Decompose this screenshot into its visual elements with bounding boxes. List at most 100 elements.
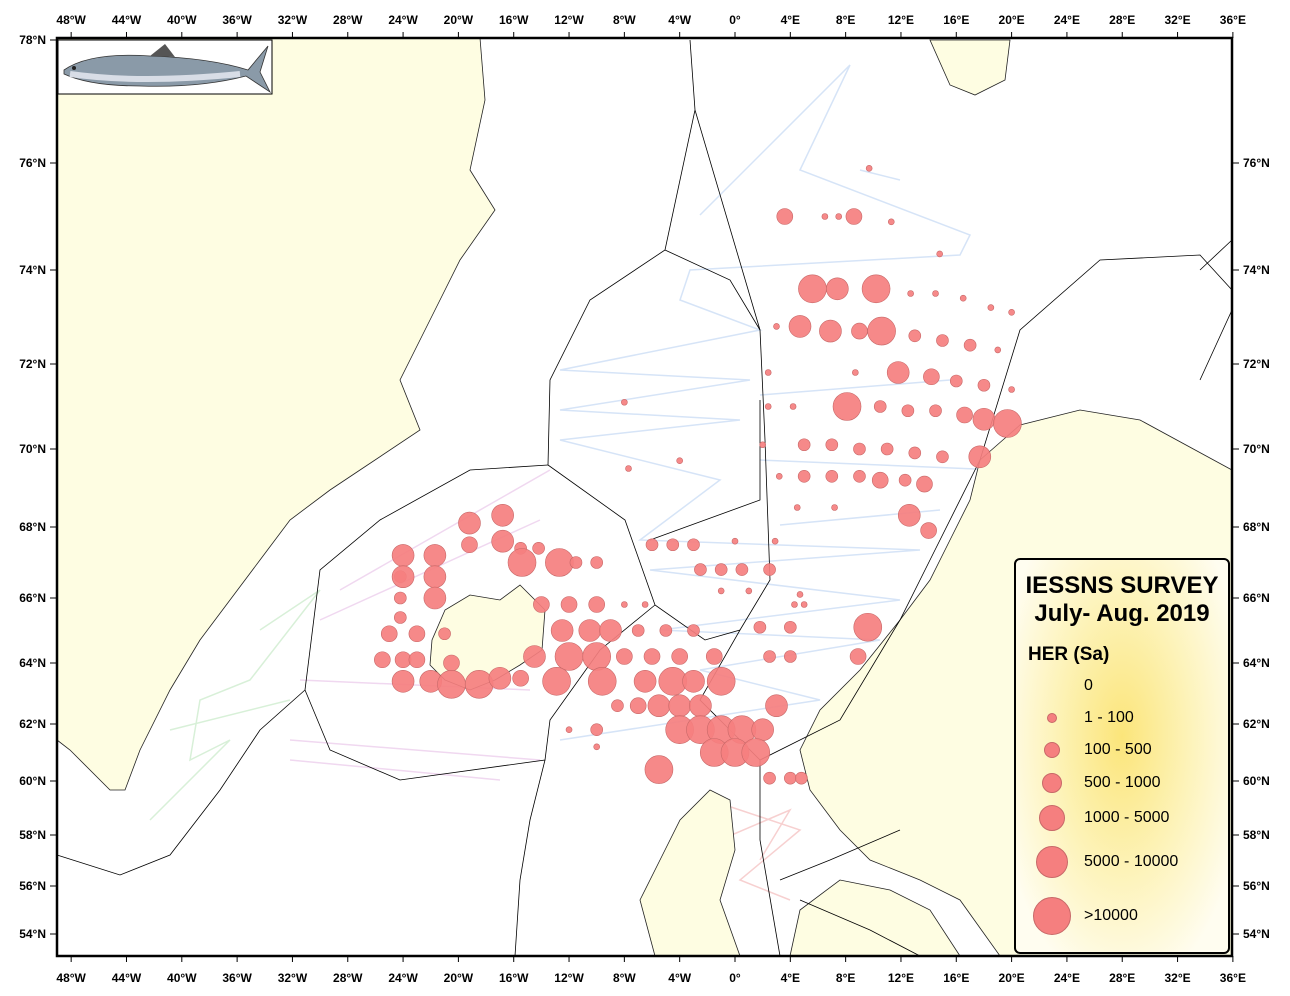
lon-label-top: 12°W bbox=[554, 13, 584, 27]
lat-label-left: 60°N bbox=[19, 774, 46, 788]
station-bubble bbox=[845, 208, 863, 225]
legend-label: 1000 - 5000 bbox=[1084, 809, 1170, 826]
lon-label-top: 28°W bbox=[333, 13, 363, 27]
legend-label: 500 - 1000 bbox=[1084, 774, 1161, 791]
station-bubble bbox=[391, 565, 415, 589]
station-bubble bbox=[936, 250, 943, 258]
legend-bubble bbox=[1033, 897, 1071, 935]
station-bubble bbox=[545, 548, 574, 577]
lon-label-bottom: 12°E bbox=[888, 971, 914, 985]
lon-label-bottom: 20°W bbox=[444, 971, 474, 985]
station-bubble bbox=[771, 537, 779, 545]
station-bubble bbox=[569, 556, 583, 569]
station-bubble bbox=[867, 316, 896, 346]
lon-label-bottom: 24°W bbox=[388, 971, 418, 985]
station-bubble bbox=[532, 541, 545, 555]
station-bubble bbox=[668, 694, 691, 718]
lat-label-left: 54°N bbox=[19, 927, 46, 941]
legend-label: >10000 bbox=[1084, 907, 1138, 924]
station-bubble bbox=[633, 669, 657, 693]
lon-label-bottom: 32°E bbox=[1164, 971, 1190, 985]
station-bubble bbox=[897, 503, 921, 527]
station-bubble bbox=[488, 666, 512, 690]
station-bubble bbox=[560, 596, 578, 613]
lon-label-bottom: 28°E bbox=[1109, 971, 1135, 985]
station-bubble bbox=[645, 538, 659, 552]
station-bubble bbox=[659, 624, 673, 637]
graticule-labels: 48°W 48°W 44°W 44°W 40°W 40°W 36°W 36°W 32°W 32°W… bbox=[19, 13, 1270, 985]
station-bubble bbox=[763, 563, 776, 576]
legend-label: 5000 - 10000 bbox=[1084, 853, 1179, 870]
station-bubble bbox=[391, 544, 415, 567]
station-bubble bbox=[611, 699, 624, 713]
station-bubble bbox=[797, 469, 811, 483]
legend-item: 100 - 500 bbox=[1016, 730, 1228, 770]
station-bubble bbox=[968, 445, 992, 469]
station-bubble bbox=[972, 407, 996, 431]
lon-label-top: 24°E bbox=[1054, 13, 1080, 27]
station-bubble bbox=[764, 369, 772, 376]
lat-label-right: 62°N bbox=[1243, 717, 1270, 731]
station-bubble bbox=[694, 563, 707, 576]
legend-title: IESSNS SURVEY bbox=[1025, 572, 1219, 599]
station-bubble bbox=[908, 446, 922, 460]
lon-label-top: 24°W bbox=[388, 13, 418, 27]
lon-label-bottom: 48°W bbox=[56, 971, 86, 985]
station-bubble bbox=[920, 522, 937, 539]
lon-label-top: 16°W bbox=[499, 13, 529, 27]
station-bubble bbox=[994, 346, 1002, 354]
lon-label-top: 12°E bbox=[888, 13, 914, 27]
station-bubble bbox=[587, 666, 617, 696]
lat-label-right: 54°N bbox=[1243, 927, 1270, 941]
station-bubble bbox=[625, 465, 632, 472]
station-bubble bbox=[461, 536, 478, 554]
station-bubble bbox=[533, 596, 550, 613]
station-bubble bbox=[765, 694, 788, 718]
lon-label-bottom: 24°E bbox=[1054, 971, 1080, 985]
station-bubble bbox=[907, 290, 914, 297]
station-bubble bbox=[1008, 386, 1015, 393]
station-bubble bbox=[796, 591, 804, 598]
station-bubble bbox=[644, 755, 674, 784]
station-bubble bbox=[936, 334, 949, 347]
station-bubble bbox=[408, 651, 426, 669]
station-bubble bbox=[929, 404, 942, 418]
station-bubble bbox=[687, 538, 700, 552]
lon-label-bottom: 4°E bbox=[781, 971, 800, 985]
station-bubble bbox=[795, 771, 808, 785]
station-bubble bbox=[706, 666, 736, 696]
station-bubble bbox=[394, 611, 407, 624]
station-bubble bbox=[542, 666, 571, 696]
station-bubble bbox=[776, 208, 794, 225]
station-bubble bbox=[873, 400, 887, 413]
lat-label-right: 76°N bbox=[1243, 156, 1270, 170]
station-bubble bbox=[374, 651, 391, 669]
legend-item: 1000 - 5000 bbox=[1016, 798, 1228, 838]
greenland bbox=[56, 37, 496, 791]
station-bubble bbox=[751, 718, 774, 742]
station-bubble bbox=[676, 457, 683, 465]
station-bubble bbox=[789, 403, 797, 410]
station-bubble bbox=[621, 601, 628, 608]
station-bubble bbox=[590, 556, 604, 569]
legend-bubble bbox=[1042, 773, 1062, 793]
herring-picture bbox=[57, 39, 273, 95]
lon-label-top: 4°E bbox=[781, 13, 800, 27]
legend-label: 0 bbox=[1084, 677, 1093, 694]
legend-variable: HER (Sa) bbox=[1028, 644, 1110, 665]
station-bubble bbox=[923, 368, 940, 386]
legend-bubble bbox=[1044, 742, 1060, 758]
station-bubble bbox=[631, 624, 645, 637]
station-bubble bbox=[821, 213, 829, 220]
svalbard bbox=[929, 39, 1011, 96]
lat-label-left: 74°N bbox=[19, 263, 46, 277]
station-bubble bbox=[853, 442, 866, 456]
map-frame bbox=[55, 36, 1234, 958]
station-bubble bbox=[887, 218, 895, 226]
lat-label-left: 72°N bbox=[19, 357, 46, 371]
lon-label-top: 16°E bbox=[943, 13, 969, 27]
station-bubble bbox=[565, 726, 573, 734]
lon-label-bottom: 36°W bbox=[222, 971, 252, 985]
lat-label-right: 70°N bbox=[1243, 442, 1270, 456]
